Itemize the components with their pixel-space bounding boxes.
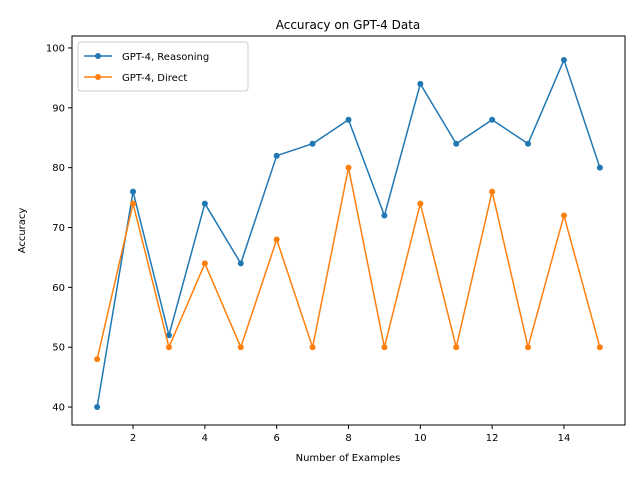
x-axis-title: Number of Examples <box>296 453 401 464</box>
data-point-gpt-4-reasoning <box>417 80 424 87</box>
y-axis: 40 50 60 70 80 90 100 <box>46 43 72 414</box>
y-tick-label: 100 <box>46 43 65 54</box>
y-tick-label: 60 <box>52 283 65 294</box>
data-point-gpt-4-reasoning <box>273 152 280 159</box>
data-point-gpt-4-direct <box>165 344 172 351</box>
x-axis: 2 4 6 8 10 12 14 <box>130 425 570 444</box>
data-point-gpt-4-reasoning <box>201 200 208 207</box>
x-tick-label: 2 <box>130 433 136 444</box>
legend-box <box>77 41 249 92</box>
data-point-gpt-4-reasoning <box>525 140 532 147</box>
y-tick-label: 70 <box>52 223 65 234</box>
y-tick-label: 50 <box>52 343 65 354</box>
data-point-gpt-4-reasoning <box>560 56 567 63</box>
data-point-gpt-4-direct <box>525 344 532 351</box>
legend-marker-direct <box>95 74 101 80</box>
data-point-gpt-4-direct <box>417 200 424 207</box>
data-point-gpt-4-direct <box>381 344 388 351</box>
legend-marker-reasoning <box>95 53 101 59</box>
data-point-gpt-4-reasoning <box>94 404 101 411</box>
y-axis-title: Accuracy <box>17 208 28 254</box>
y-tick-label: 90 <box>52 103 65 114</box>
data-point-gpt-4-reasoning <box>165 332 172 339</box>
x-tick-label: 10 <box>414 433 427 444</box>
data-point-gpt-4-direct <box>309 344 316 351</box>
data-point-gpt-4-direct <box>489 188 496 195</box>
x-tick-label: 12 <box>486 433 499 444</box>
legend: GPT-4, Reasoning GPT-4, Direct <box>77 41 249 92</box>
legend-label-direct: GPT-4, Direct <box>122 73 187 84</box>
data-point-gpt-4-reasoning <box>596 164 603 171</box>
x-tick-label: 14 <box>558 433 571 444</box>
data-point-gpt-4-reasoning <box>345 116 352 123</box>
x-tick-label: 4 <box>202 433 208 444</box>
y-tick-label: 80 <box>52 163 65 174</box>
data-point-gpt-4-direct <box>237 344 244 351</box>
x-tick-label: 6 <box>273 433 279 444</box>
data-point-gpt-4-direct <box>596 344 603 351</box>
data-point-gpt-4-direct <box>201 260 208 267</box>
data-point-gpt-4-reasoning <box>489 116 496 123</box>
data-point-gpt-4-reasoning <box>453 140 460 147</box>
data-point-gpt-4-reasoning <box>130 188 137 195</box>
data-point-gpt-4-direct <box>130 200 137 207</box>
data-point-gpt-4-reasoning <box>381 212 388 219</box>
y-tick-label: 40 <box>52 403 65 414</box>
data-point-gpt-4-direct <box>560 212 567 219</box>
chart-title: Accuracy on GPT-4 Data <box>276 18 421 32</box>
plot-area <box>94 56 603 411</box>
legend-label-reasoning: GPT-4, Reasoning <box>122 52 209 63</box>
data-point-gpt-4-reasoning <box>309 140 316 147</box>
x-tick-label: 8 <box>345 433 351 444</box>
data-point-gpt-4-direct <box>273 236 280 243</box>
data-point-gpt-4-direct <box>345 164 352 171</box>
data-point-gpt-4-direct <box>453 344 460 351</box>
data-point-gpt-4-reasoning <box>237 260 244 267</box>
data-point-gpt-4-direct <box>94 356 101 363</box>
